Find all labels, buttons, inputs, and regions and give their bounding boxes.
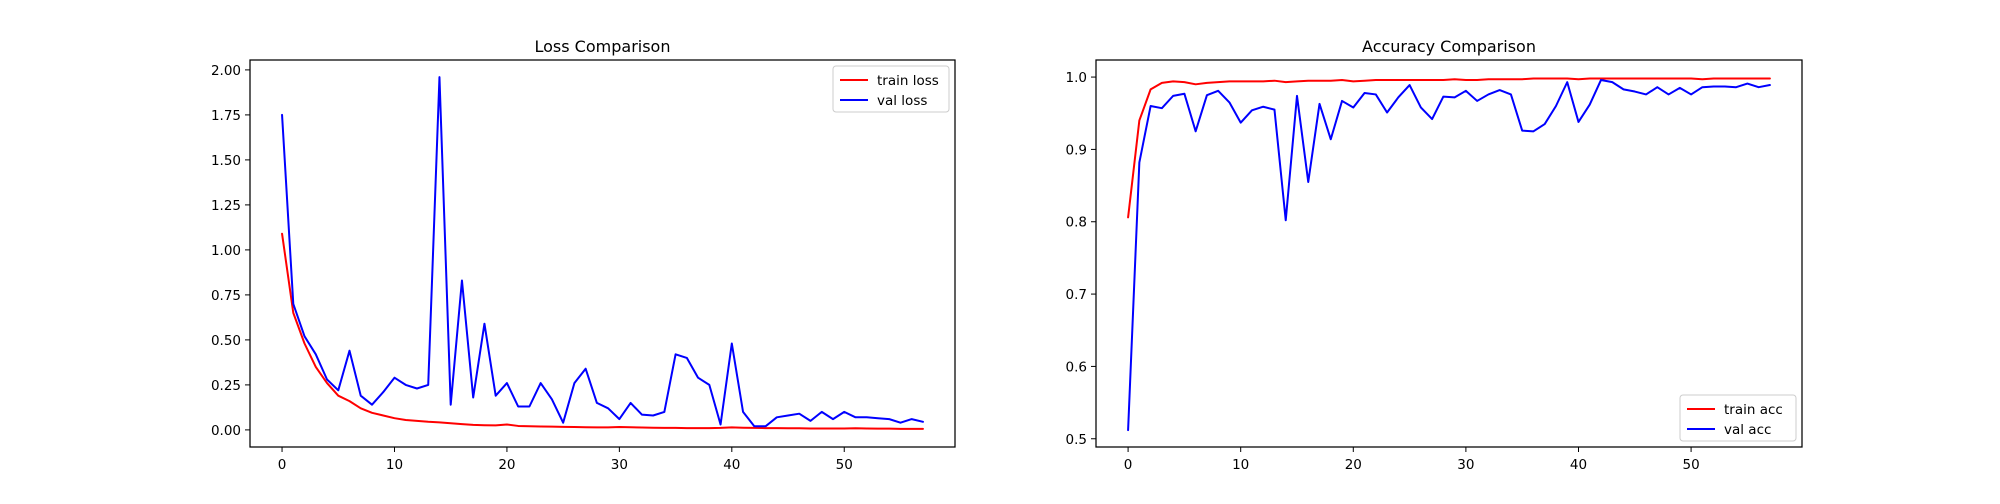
y-tick-label: 0.7 (1066, 287, 1087, 303)
accuracy-legend: train acc val acc (1679, 394, 1797, 442)
series-line-val-acc (1127, 78, 1771, 432)
x-tick-label: 20 (498, 457, 515, 473)
y-tick-label: 0.00 (211, 423, 241, 439)
legend-label-train-loss: train loss (877, 73, 939, 89)
y-tick-label: 2.00 (211, 63, 241, 79)
legend-label-val-acc: val acc (1724, 422, 1771, 438)
y-tick-label: 0.8 (1066, 215, 1087, 231)
loss-chart-title: Loss Comparison (535, 37, 671, 56)
y-tick-label: 0.6 (1066, 359, 1087, 375)
x-tick-label: 40 (1570, 457, 1587, 473)
y-tick-label: 1.0 (1066, 70, 1087, 86)
y-tick-label: 0.50 (211, 333, 241, 349)
x-tick-label: 20 (1345, 457, 1362, 473)
loss-axes-frame (249, 59, 956, 448)
x-tick-label: 30 (611, 457, 628, 473)
accuracy-chart: Accuracy Comparison 0 10 20 30 40 50 0.5 0.6 0.7 0… (1066, 37, 1803, 473)
y-tick-label: 0.75 (211, 288, 241, 304)
series-line-train-loss (281, 232, 924, 430)
accuracy-chart-title: Accuracy Comparison (1362, 37, 1536, 56)
series-line-val-loss (281, 76, 924, 428)
x-tick-label: 50 (836, 457, 853, 473)
legend-label-val-loss: val loss (877, 93, 927, 109)
x-tick-label: 0 (1124, 457, 1133, 473)
accuracy-axes-frame (1095, 59, 1803, 448)
x-tick-label: 10 (1232, 457, 1249, 473)
y-tick-label: 0.25 (211, 378, 241, 394)
series-line-train-acc (1127, 77, 1771, 219)
x-tick-label: 50 (1682, 457, 1699, 473)
y-tick-label: 1.75 (211, 108, 241, 124)
x-tick-label: 0 (278, 457, 287, 473)
y-tick-label: 0.5 (1066, 432, 1087, 448)
y-tick-label: 1.50 (211, 153, 241, 169)
loss-chart: Loss Comparison 0 10 20 30 40 50 0.00 0.25 0.50 0.… (211, 37, 956, 473)
loss-legend: train loss val loss (832, 65, 950, 113)
x-tick-label: 40 (723, 457, 740, 473)
y-tick-label: 0.9 (1066, 142, 1087, 158)
y-tick-label: 1.25 (211, 198, 241, 214)
y-tick-label: 1.00 (211, 243, 241, 259)
x-tick-label: 10 (386, 457, 403, 473)
x-tick-label: 30 (1457, 457, 1474, 473)
legend-label-train-acc: train acc (1724, 402, 1783, 418)
